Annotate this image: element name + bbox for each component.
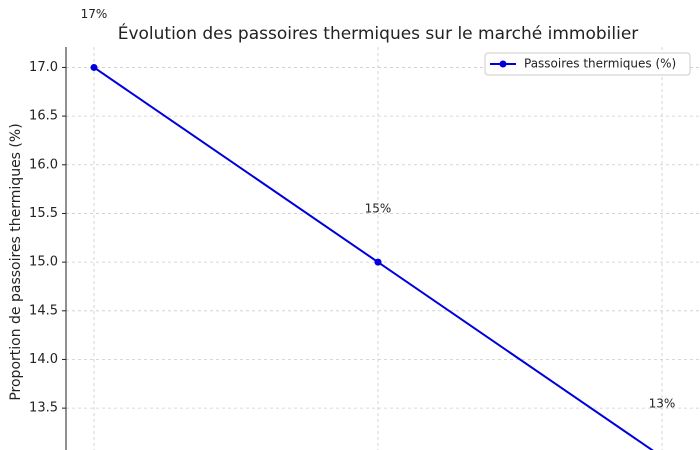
value-label: 17% bbox=[81, 7, 108, 21]
value-label: 13% bbox=[649, 396, 676, 410]
y-tick-label: 16.0 bbox=[29, 157, 58, 172]
y-tick-label: 15.0 bbox=[29, 255, 58, 270]
y-axis-label: Proportion de passoires thermiques (%) bbox=[8, 123, 24, 400]
y-tick-label: 13.5 bbox=[29, 401, 58, 416]
y-tick-label: 16.5 bbox=[29, 109, 58, 124]
value-label: 15% bbox=[365, 202, 392, 216]
chart-title: Évolution des passoires thermiques sur l… bbox=[118, 22, 639, 44]
point bbox=[90, 63, 98, 71]
point bbox=[374, 258, 382, 266]
y-tick-label: 14.5 bbox=[29, 303, 58, 318]
y-tick-label: 17.0 bbox=[29, 60, 58, 75]
y-tick-label: 15.5 bbox=[29, 206, 58, 221]
plot: 17% 15% 13% bbox=[81, 7, 676, 450]
legend-label: Passoires thermiques (%) bbox=[524, 57, 676, 71]
legend-box bbox=[484, 52, 691, 76]
y-tick-label: 14.0 bbox=[29, 352, 58, 367]
legend-marker bbox=[499, 60, 507, 68]
